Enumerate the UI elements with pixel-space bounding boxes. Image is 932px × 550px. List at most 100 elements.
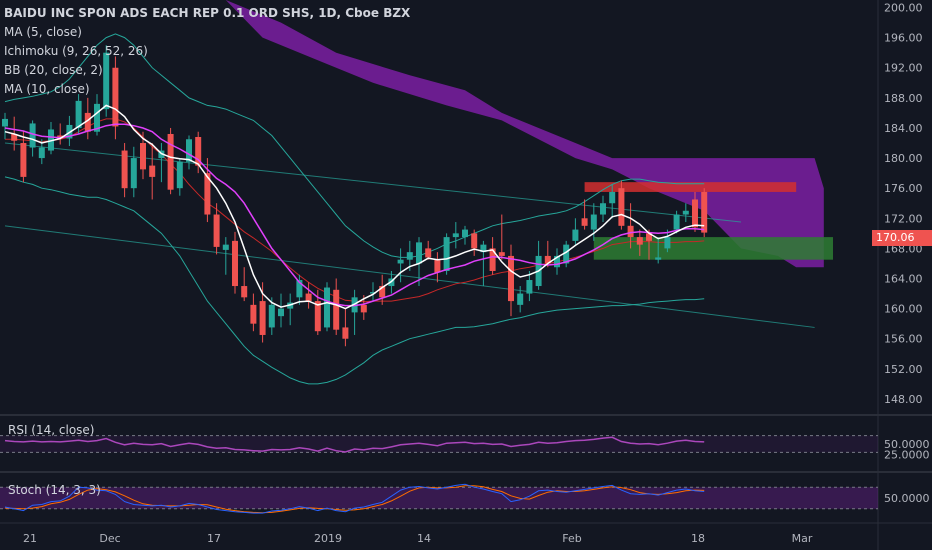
stoch-k-line [4, 483, 705, 514]
candle-body [664, 237, 671, 249]
price-tick-label: 160.00 [884, 303, 923, 316]
candle-body [581, 218, 588, 226]
price-tick-label: 180.00 [884, 152, 923, 165]
legend-indicator-ma5[interactable]: MA (5, close) [4, 25, 82, 39]
candle-body [379, 286, 386, 298]
time-tick-label: 18 [691, 532, 705, 545]
candle-body [370, 292, 376, 294]
candle-body [636, 237, 643, 245]
price-tick-label: 188.00 [884, 92, 923, 105]
legend-indicator-ma10[interactable]: MA (10, close) [4, 82, 90, 96]
candle-body [554, 255, 560, 268]
candle-body [544, 255, 551, 264]
ma5-line [4, 104, 705, 310]
candle-body [130, 158, 137, 189]
candle-body [462, 229, 468, 238]
candle-body [618, 188, 625, 226]
candle-body [186, 139, 192, 162]
candle-body [342, 327, 349, 339]
price-tick-label: 148.00 [884, 393, 923, 406]
candle-body [20, 143, 27, 177]
rsi-tick-label: 50.0000 [884, 438, 930, 451]
candle-body [563, 244, 570, 264]
candle-body [94, 103, 100, 132]
candle-body [498, 252, 505, 256]
candle-body [406, 252, 413, 260]
candle-body [84, 112, 91, 132]
candle-body [167, 133, 174, 190]
candle-body [434, 259, 441, 273]
rsi-line [4, 436, 705, 453]
candle-body [489, 248, 496, 271]
candle-body [232, 240, 238, 287]
candle-body [600, 203, 606, 215]
stoch-tick-label: 50.0000 [884, 492, 930, 505]
price-tick-label: 196.00 [884, 32, 923, 45]
candle-body [508, 255, 514, 302]
candle-body [517, 293, 524, 305]
candle-body [2, 118, 8, 127]
bb-lower-line [4, 176, 705, 385]
candle-body [682, 210, 689, 215]
candle-body [655, 257, 662, 260]
time-tick-label: 21 [23, 532, 37, 545]
candle-body [480, 244, 487, 253]
ichimoku-lagging-line [4, 225, 815, 328]
price-tick-label: 156.00 [884, 333, 923, 346]
candle-body [397, 259, 404, 264]
candle-body [29, 123, 36, 148]
candle-body [452, 233, 459, 238]
candle-body [443, 237, 450, 271]
candle-body [241, 286, 248, 298]
stoch-d-line [4, 485, 705, 514]
time-tick-label: 17 [207, 532, 221, 545]
candle-body [149, 165, 156, 177]
candle-body [425, 248, 432, 258]
price-tick-label: 152.00 [884, 363, 923, 376]
price-tick-label: 164.00 [884, 273, 923, 286]
candle-body [259, 301, 266, 335]
candle-body [176, 161, 183, 189]
resistance-zone [584, 182, 797, 192]
price-tick-label: 184.00 [884, 122, 923, 135]
candle-body [572, 229, 579, 241]
candle-body [627, 225, 634, 238]
candle-body [213, 214, 220, 247]
price-tick-label: 192.00 [884, 62, 923, 75]
ichimoku-span-line [4, 142, 742, 223]
price-tick-label: 172.00 [884, 212, 923, 225]
symbol-title[interactable]: BAIDU INC SPON ADS EACH REP 0.1 ORD SHS,… [4, 6, 411, 20]
time-tick-label: Feb [562, 532, 581, 545]
candle-body [121, 150, 128, 189]
candle-body [305, 293, 312, 302]
candle-body [48, 129, 54, 151]
candle-body [195, 136, 202, 166]
candle-body [38, 147, 45, 159]
candle-body [701, 191, 708, 233]
price-tick-label: 200.00 [884, 2, 923, 15]
candle-body [268, 304, 275, 328]
candle-body [692, 199, 698, 228]
candle-body [11, 133, 18, 141]
legend-indicator-ichimoku[interactable]: Ichimoku (9, 26, 52, 26) [4, 44, 148, 58]
candle-body [526, 280, 533, 294]
rsi-tick-label: 25.0000 [884, 449, 930, 462]
time-tick-label: Mar [792, 532, 813, 545]
time-tick-label: Dec [99, 532, 120, 545]
stoch-pane-label[interactable]: Stoch (14, 3, 3) [8, 483, 101, 497]
candle-body [278, 308, 284, 317]
candle-body [112, 67, 119, 127]
candle-body [646, 233, 652, 241]
candle-body [204, 173, 211, 215]
candle-body [609, 191, 616, 204]
bb-upper-line [4, 33, 705, 258]
candle-body [75, 100, 82, 128]
rsi-pane-label[interactable]: RSI (14, close) [8, 423, 95, 437]
candle-body [471, 233, 478, 249]
candle-body [314, 301, 321, 332]
last-price-tag: 170.06 [872, 230, 932, 246]
chart-legend: BAIDU INC SPON ADS EACH REP 0.1 ORD SHS,… [4, 4, 410, 99]
candle-body [140, 143, 146, 170]
legend-indicator-bb[interactable]: BB (20, close, 2) [4, 63, 103, 77]
